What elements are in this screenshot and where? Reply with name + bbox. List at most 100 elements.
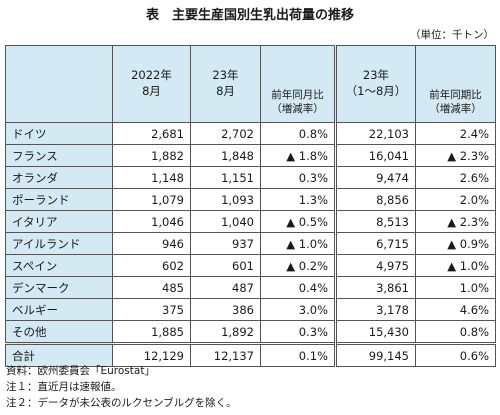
cell: 937 xyxy=(190,232,261,255)
cell: 6,715 xyxy=(334,232,416,255)
cell: 16,041 xyxy=(334,144,416,167)
cell: 375 xyxy=(112,298,191,321)
notes: 資料：欧州委員会「Eurostat」 注１：直近月は速報値。注２：データが未公表の… xyxy=(6,363,237,411)
column-header: 23年 （1～8月） xyxy=(334,45,416,123)
cell: ▲ 2.3% xyxy=(415,144,496,167)
row-label: イタリア xyxy=(5,210,113,233)
row-label: 合計 xyxy=(5,342,113,367)
cell: ▲ 0.5% xyxy=(260,210,336,233)
table-row: ポーランド 1,079 1,093 1.3% 8,856 2.0% xyxy=(5,188,496,211)
cell: 0.3% xyxy=(260,320,336,344)
cell: 601 xyxy=(190,254,261,277)
cell: 22,103 xyxy=(334,122,416,145)
row-label: アイルランド xyxy=(5,232,113,255)
cell: 8,513 xyxy=(334,210,416,233)
row-label: ベルギー xyxy=(5,298,113,321)
cell: 1,882 xyxy=(112,144,191,167)
cell: 9,474 xyxy=(334,166,416,189)
header-line: 前年同月比 xyxy=(271,88,324,101)
column-header: 前年同期比 （増減率） xyxy=(415,45,496,123)
cell: 0.1% xyxy=(260,342,336,367)
row-label: ポーランド xyxy=(5,188,113,211)
row-label: その他 xyxy=(5,320,113,344)
cell: 1,892 xyxy=(190,320,261,344)
cell: 1,046 xyxy=(112,210,191,233)
cell: ▲ 1.0% xyxy=(260,232,336,255)
cell: 2,681 xyxy=(112,122,191,145)
row-label: ドイツ xyxy=(5,122,113,145)
cell: 1,040 xyxy=(190,210,261,233)
cell: 1.0% xyxy=(415,276,496,299)
table-row: アイルランド 946 937 ▲ 1.0% 6,715 ▲ 0.9% xyxy=(5,232,496,255)
cell: 487 xyxy=(190,276,261,299)
cell: ▲ 0.2% xyxy=(260,254,336,277)
cell: 3,861 xyxy=(334,276,416,299)
cell: ▲ 0.9% xyxy=(415,232,496,255)
cell: 1,093 xyxy=(190,188,261,211)
cell: 1,148 xyxy=(112,166,191,189)
cell: 602 xyxy=(112,254,191,277)
cell: 3.0% xyxy=(260,298,336,321)
column-header: 2022年 8月 xyxy=(112,45,191,123)
cell: ▲ 2.3% xyxy=(415,210,496,233)
table-row: フランス 1,882 1,848 ▲ 1.8% 16,041 ▲ 2.3% xyxy=(5,144,496,167)
cell: 15,430 xyxy=(334,320,416,344)
cell: 2.6% xyxy=(415,166,496,189)
cell: 1,079 xyxy=(112,188,191,211)
note: 注１：直近月は速報値。 xyxy=(6,381,122,393)
cell: 4,975 xyxy=(334,254,416,277)
cell: ▲ 1.8% xyxy=(260,144,336,167)
cell: 0.3% xyxy=(260,166,336,189)
table-body: ドイツ 2,681 2,702 0.8% 22,103 2.4% フランス 1,882 1,84… xyxy=(5,122,496,367)
note: 注２：データが未公表のルクセンブルグを除く。 xyxy=(6,397,237,409)
data-table: 2022年 8月 23年 8月 前年同月比 （増減率） 23年 （1～8月） 前年同期比 （増減率… xyxy=(5,45,496,367)
table-row: デンマーク 485 487 0.4% 3,861 1.0% xyxy=(5,276,496,299)
title: 表 主要生産国別生乳出荷量の推移 xyxy=(145,8,354,23)
note: 資料：欧州委員会「Eurostat」 xyxy=(6,365,155,377)
row-label: スペイン xyxy=(5,254,113,277)
table-row: スペイン 602 601 ▲ 0.2% 4,975 ▲ 1.0% xyxy=(5,254,496,277)
cell: 0.8% xyxy=(260,122,336,145)
header-line: 23年 xyxy=(362,68,390,83)
table-row: 合計 12,129 12,137 0.1% 99,145 0.6% xyxy=(5,342,496,367)
cell: 2,702 xyxy=(190,122,261,145)
table-row: イタリア 1,046 1,040 ▲ 0.5% 8,513 ▲ 2.3% xyxy=(5,210,496,233)
table-row: ベルギー 375 386 3.0% 3,178 4.6% xyxy=(5,298,496,321)
cell: 1,885 xyxy=(112,320,191,344)
row-label: デンマーク xyxy=(5,276,113,299)
header-line: 23年 xyxy=(212,68,239,83)
unit: （単位：千トン） xyxy=(410,29,494,41)
column-header: 前年同月比 （増減率） xyxy=(260,45,336,123)
header-line: 8月 xyxy=(216,84,235,98)
cell: 4.6% xyxy=(415,298,496,321)
header-line: 2022年 xyxy=(131,68,172,83)
cell: 3,178 xyxy=(334,298,416,321)
cell: 2.4% xyxy=(415,122,496,145)
header-line: （増減率） xyxy=(429,102,482,115)
header-line: （1～8月） xyxy=(345,84,407,98)
cell: 946 xyxy=(112,232,191,255)
cell: 0.4% xyxy=(260,276,336,299)
cell: 99,145 xyxy=(334,342,416,367)
cell: 0.8% xyxy=(415,320,496,344)
cell: 8,856 xyxy=(334,188,416,211)
header-line: 前年同期比 xyxy=(429,88,482,101)
cell: 1,151 xyxy=(190,166,261,189)
row-label: オランダ xyxy=(5,166,113,189)
cell: 1,848 xyxy=(190,144,261,167)
cell: 386 xyxy=(190,298,261,321)
cell: 1.3% xyxy=(260,188,336,211)
header-row: 2022年 8月 23年 8月 前年同月比 （増減率） 23年 （1～8月） 前年同期比 （増減率… xyxy=(5,45,496,123)
header-line: 8月 xyxy=(142,84,161,98)
cell: 12,137 xyxy=(190,342,261,367)
cell: 0.6% xyxy=(415,342,496,367)
table-row: その他 1,885 1,892 0.3% 15,430 0.8% xyxy=(5,320,496,344)
table-row: ドイツ 2,681 2,702 0.8% 22,103 2.4% xyxy=(5,122,496,145)
cell: ▲ 1.0% xyxy=(415,254,496,277)
cell: 12,129 xyxy=(112,342,191,367)
column-header: 23年 8月 xyxy=(190,45,261,123)
cell: 2.0% xyxy=(415,188,496,211)
table-row: オランダ 1,148 1,151 0.3% 9,474 2.6% xyxy=(5,166,496,189)
corner-cell xyxy=(5,45,113,123)
